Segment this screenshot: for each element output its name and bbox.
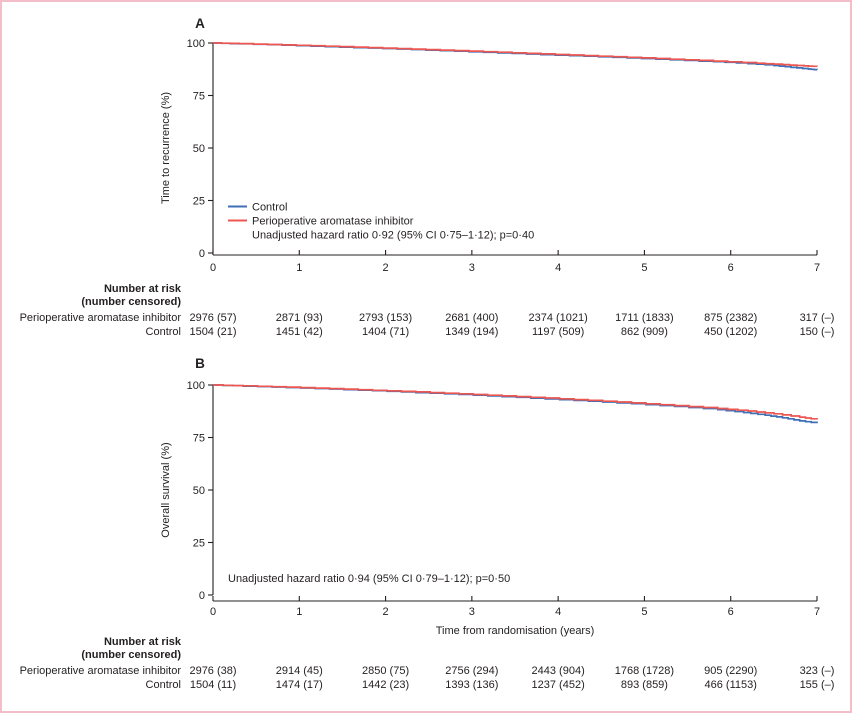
x-tick-label: 3 [469, 262, 475, 274]
x-tick-label: 6 [728, 262, 734, 274]
x-tick-label: 4 [555, 262, 561, 274]
risk-table-header-line1: Number at risk [104, 636, 182, 648]
km-curve-treatment [213, 42, 818, 68]
panel-a-risk-table: Number at risk (number censored) Periope… [20, 283, 835, 338]
risk-row-label-control: Control [146, 679, 181, 691]
x-tick-label: 4 [555, 606, 561, 618]
x-tick-label: 6 [728, 606, 734, 618]
panel-b-y-axis-title: Overall survival (%) [160, 442, 172, 537]
risk-row-label-treatment: Perioperative aromatase inhibitor [20, 665, 182, 677]
y-tick-label: 50 [193, 143, 205, 155]
risk-cell: 2914 (45) [276, 665, 323, 677]
y-tick-label: 100 [187, 380, 205, 392]
risk-cell: 155 (–) [800, 679, 835, 691]
risk-cell: 905 (2290) [704, 665, 757, 677]
risk-cell: 1474 (17) [276, 679, 323, 691]
x-tick-label: 5 [641, 262, 647, 274]
x-tick-label: 1 [296, 262, 302, 274]
risk-cell: 1237 (452) [532, 679, 585, 691]
risk-row-label-control: Control [146, 326, 181, 338]
risk-cell: 1393 (136) [445, 679, 498, 691]
legend-control-label: Control [252, 202, 287, 214]
legend-treatment-label: Perioperative aromatase inhibitor [252, 216, 414, 228]
risk-cell: 1442 (23) [362, 679, 409, 691]
risk-cell: 323 (–) [800, 665, 835, 677]
panel-b-axes: 100 75 50 25 00 1 2 3 4 5 6 7 [187, 380, 820, 618]
risk-cell: 2871 (93) [276, 312, 323, 324]
risk-cell: 1349 (194) [445, 326, 498, 338]
x-tick-label: 1 [296, 606, 302, 618]
panel-b-risk-table: Number at risk (number censored) Periope… [20, 636, 835, 691]
risk-cell: 1404 (71) [362, 326, 409, 338]
y-tick-label: 75 [193, 90, 205, 102]
risk-row-label-treatment: Perioperative aromatase inhibitor [20, 312, 182, 324]
y-tick-label: 25 [193, 537, 205, 549]
x-tick-label: 2 [383, 262, 389, 274]
risk-cell: 1504 (11) [190, 679, 236, 691]
risk-cell: 450 (1202) [704, 326, 757, 338]
risk-cell: 2756 (294) [445, 665, 498, 677]
risk-cell: 466 (1153) [705, 679, 757, 691]
risk-cell: 875 (2382) [704, 312, 757, 324]
km-curve-control [213, 384, 818, 424]
x-tick-label: 0 [210, 606, 216, 618]
risk-cell: 1451 (42) [276, 326, 323, 338]
risk-cell: 1711 (1833) [615, 312, 674, 324]
risk-table-header-line2: (number censored) [81, 649, 181, 661]
panel-b-risk-values: 2976 (38) 2914 (45) 2850 (75) 2756 (294) 244… [189, 665, 834, 691]
y-tick-label: 75 [193, 432, 205, 444]
risk-cell: 1768 (1728) [615, 665, 674, 677]
risk-cell: 2374 (1021) [528, 312, 587, 324]
risk-cell: 1197 (509) [532, 326, 584, 338]
risk-cell: 893 (859) [621, 679, 668, 691]
panel-a-letter: A [195, 16, 205, 31]
risk-cell: 862 (909) [621, 326, 668, 338]
y-tick-label: 25 [193, 195, 205, 207]
risk-cell: 2681 (400) [445, 312, 498, 324]
risk-cell: 2976 (38) [189, 665, 236, 677]
panel-b-curves [213, 384, 818, 424]
risk-cell: 317 (–) [800, 312, 835, 324]
panel-b-hazard-ratio-text: Unadjusted hazard ratio 0·94 (95% CI 0·7… [228, 573, 510, 585]
y-tick-label: 0 [199, 590, 205, 602]
km-curve-treatment [213, 384, 818, 420]
y-tick-label: 0 [199, 248, 205, 260]
panel-a-risk-values: 2976 (57) 2871 (93) 2793 (153) 2681 (400) 23… [189, 312, 834, 338]
panel-b-letter: B [195, 356, 205, 371]
km-curve-control [213, 42, 818, 71]
panel-a-curves [213, 42, 818, 71]
risk-cell: 2793 (153) [359, 312, 412, 324]
y-tick-label: 100 [187, 38, 205, 50]
risk-table-header-line1: Number at risk [104, 283, 182, 295]
panel-a-axes: 100 75 50 25 00 1 2 3 4 5 6 7 [187, 38, 820, 274]
panel-b: B Overall survival (%) 100 75 50 25 00 1 2 3 4 5 6… [20, 356, 835, 691]
risk-table-header-line2: (number censored) [81, 296, 181, 308]
x-tick-label: 3 [469, 606, 475, 618]
panel-a-hazard-ratio-text: Unadjusted hazard ratio 0·92 (95% CI 0·7… [252, 230, 534, 242]
risk-cell: 1504 (21) [189, 326, 236, 338]
x-axis-title: Time from randomisation (years) [436, 625, 595, 637]
panel-a-legend: Control Perioperative aromatase inhibito… [228, 202, 534, 242]
x-tick-label: 5 [641, 606, 647, 618]
risk-cell: 150 (–) [800, 326, 835, 338]
risk-cell: 2443 (904) [532, 665, 585, 677]
x-tick-label: 7 [814, 606, 820, 618]
x-tick-label: 0 [210, 262, 216, 274]
risk-cell: 2850 (75) [362, 665, 409, 677]
risk-cell: 2976 (57) [189, 312, 236, 324]
y-tick-label: 50 [193, 485, 205, 497]
x-tick-label: 7 [814, 262, 820, 274]
x-tick-label: 2 [383, 606, 389, 618]
panel-a-y-axis-title: Time to recurrence (%) [160, 92, 172, 204]
